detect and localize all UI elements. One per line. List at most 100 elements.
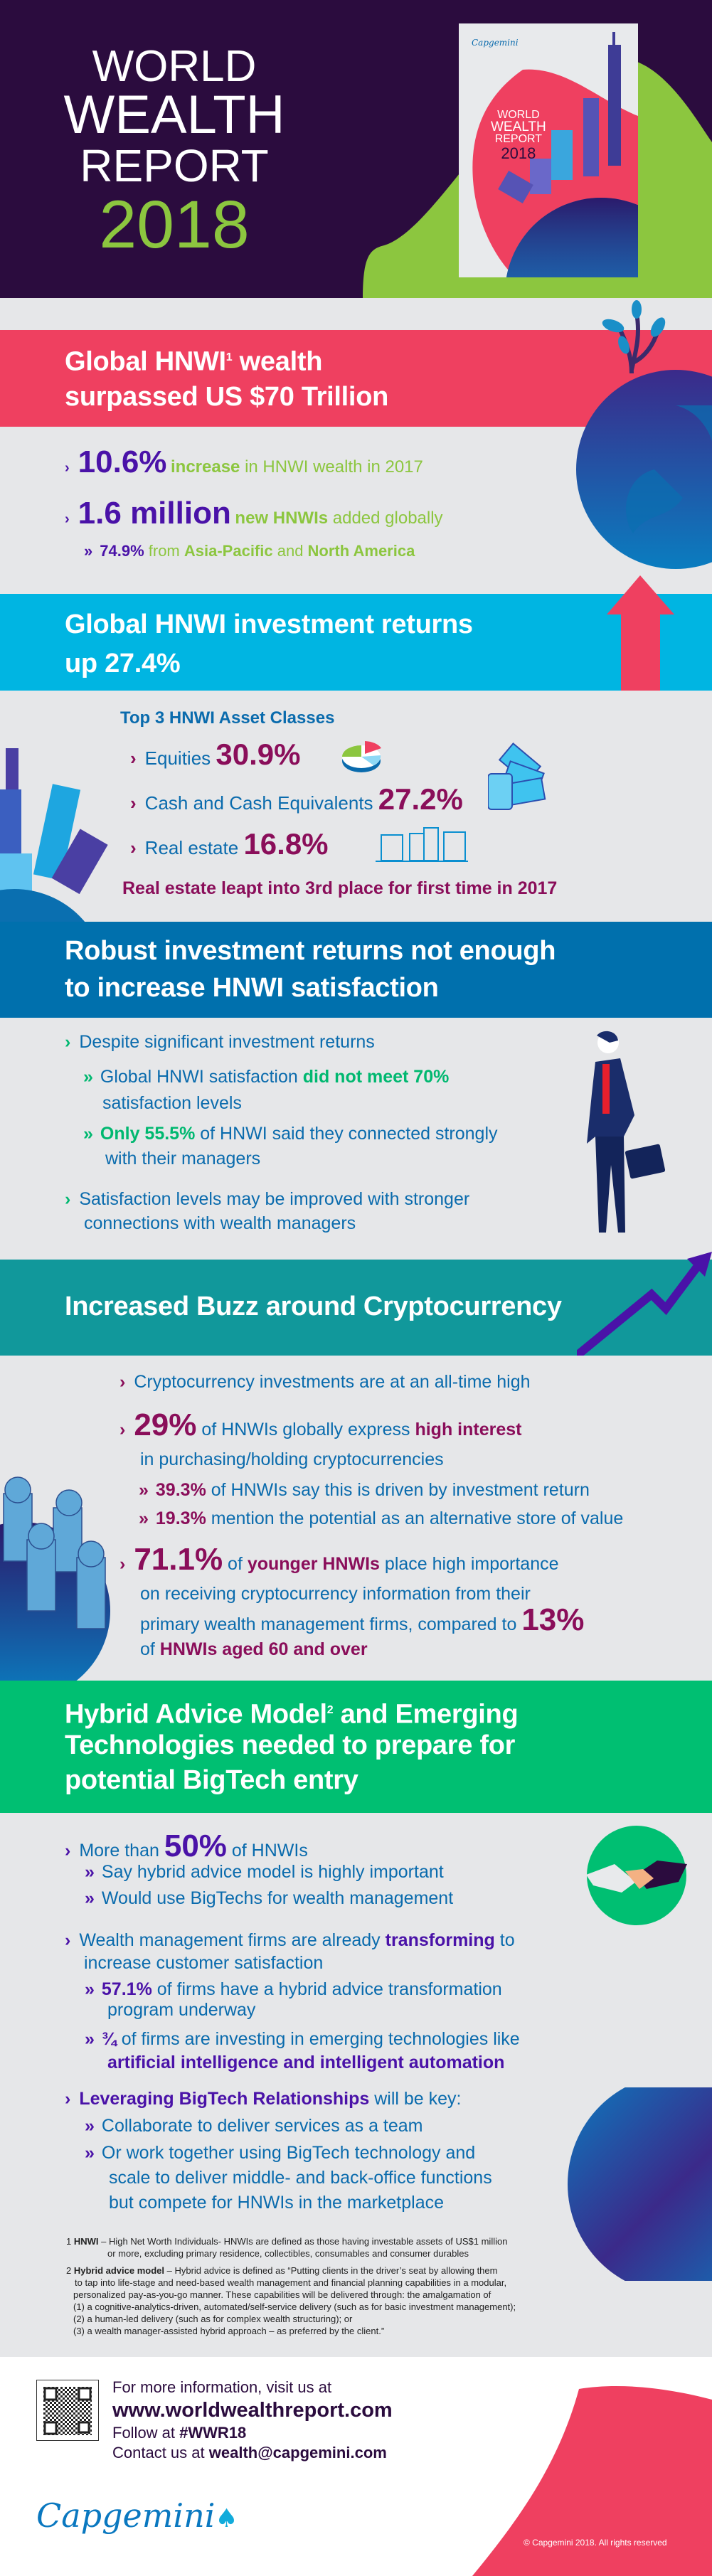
bullet-text: Cryptocurrency investments are at an all… [134,1372,531,1392]
bullet-71-line2: on receiving cryptocurrency information … [140,1584,531,1604]
double-chevron-icon: » [85,2143,95,2163]
bullet-text: Say hybrid advice model is highly import… [101,1862,444,1882]
stat-text: in HNWI wealth in 2017 [240,457,423,477]
asset-label: Real estate [144,837,239,858]
bullet-29-line2: in purchasing/holding cryptocurrencies [140,1449,444,1469]
double-chevron-icon: » [83,1067,93,1087]
double-chevron-icon: » [84,542,93,560]
section1-banner [0,330,712,427]
double-chevron-icon: » [85,1862,95,1882]
asset-classes-heading: Top 3 HNWI Asset Classes [120,708,335,728]
sub-19: » 19.3% mention the potential as an alter… [139,1508,623,1529]
sub-connected-line2: with their managers [105,1149,261,1169]
sub-three-quarters: » ¾ of firms are investing in emerging te… [85,2028,520,2050]
chevron-icon: › [65,2089,71,2109]
report-cover: Capgemini WORLD WEALTH REPORT 2018 [459,23,638,277]
sub-collaborate: » Collaborate to deliver services as a te… [85,2115,423,2136]
cover-title-line: REPORT [494,133,543,145]
bullet-text: of firms have a hybrid advice transforma… [152,1979,502,1999]
cover-title-line: WEALTH [491,119,546,134]
hashtag-link[interactable]: #WWR18 [179,2424,247,2442]
bullet-text: Despite significant investment returns [79,1032,375,1052]
copyright-text: © Capgemini 2018. All rights reserved [524,2538,667,2548]
contact-label: Contact us at [112,2444,209,2461]
asset-value: 16.8% [243,827,329,861]
bullet-bold: younger HNWIs [247,1554,380,1574]
footer-info-text: For more information, visit us at [112,2378,332,2396]
sub-connected: » Only 55.5% of HNWI said they connected … [83,1123,498,1144]
asset-label: Equities [144,747,211,769]
bullet-71-line4: of HNWIs aged 60 and over [140,1639,368,1660]
logo-text: Capgemini [36,2496,216,2535]
section2-banner [0,594,712,691]
bullet-text: Global HNWI satisfaction [100,1067,303,1087]
title-line-wealth: WEALTH [63,85,285,145]
stat-value: 74.9% [100,542,144,560]
title-text: Hybrid Advice Model [65,1699,327,1730]
bullet-transforming: › Wealth management firms are already tra… [65,1930,515,1951]
cover-illustration [472,32,638,277]
sub-work-together-line3: but compete for HNWIs in the marketplace [109,2193,445,2213]
stat-value: 57.1% [101,1979,152,1999]
bullet-text: place high importance [379,1554,559,1574]
footnotes: 1 HNWI – High Net Worth Individuals- HNW… [66,2235,516,2337]
bullet-improve-line2: connections with wealth managers [84,1213,356,1233]
bullet-text: primary wealth management firms, compare… [140,1614,522,1634]
spade-icon: ♠ [215,2504,238,2533]
website-link[interactable]: www.worldwealthreport.com [112,2399,393,2422]
globe-network-illustration [568,2087,712,2281]
bullet-text: Collaborate to deliver services as a tea… [101,2116,423,2136]
stat-value: 50% [164,1829,227,1863]
bullet-bold: Only 55.5% [100,1124,196,1144]
bullet-text: of HNWIs say this is driven by investmen… [211,1480,590,1500]
pink-blob-shape [472,2385,712,2576]
chevron-icon: › [119,1372,126,1392]
stat-text: and [272,542,308,560]
contact-line: Contact us at wealth@capgemini.com [112,2444,387,2462]
real-estate-note: Real estate leapt into 3rd place for fir… [122,878,558,898]
stat-regions: » 74.9% from Asia-Pacific and North Ameri… [84,542,415,560]
qr-code[interactable] [36,2380,99,2441]
buildings-icon [376,827,468,862]
stat-value: 19.3% [155,1508,206,1528]
bullet-leveraging: › Leveraging BigTech Relationships will b… [65,2088,462,2109]
asset-label: Cash and Cash Equivalents [144,792,373,814]
chevron-icon: › [65,1189,71,1209]
footnote-term: Hybrid advice model [73,2265,164,2276]
sub-work-together: » Or work together using BigTech technolo… [85,2142,475,2163]
stat-text: added globally [328,509,443,528]
section2-title-line1: Global HNWI investment returns [65,610,473,639]
asset-row-cash: › Cash and Cash Equivalents 27.2% [130,782,463,817]
email-link[interactable]: wealth@capgemini.com [208,2444,387,2461]
stat-value: ¾ [101,2029,117,2049]
title-text: Global HNWI [65,346,226,377]
footnote-text: to tap into life-stage and need-based we… [75,2277,507,2288]
chevron-icon: › [65,460,70,476]
double-chevron-icon: » [139,1480,149,1500]
bullet-text: of HNWIs globally express [196,1420,415,1439]
capgemini-logo[interactable]: Capgemini♠ [36,2496,238,2535]
bullet-bold: high interest [415,1420,522,1439]
up-arrow-icon [607,575,674,691]
bullet-text: of HNWI said they connected strongly [195,1124,498,1144]
chevron-icon: › [130,792,137,814]
asset-row-real-estate: › Real estate 16.8% [130,826,329,862]
title-line-report: REPORT [80,140,269,191]
follow-line: Follow at #WWR18 [112,2424,246,2442]
stat-value: 10.6% [78,445,167,479]
bullet-bold: HNWIs aged 60 and over [159,1639,368,1659]
section1-title: Global HNWI1 wealth [65,341,322,378]
bullet-crypto-high: › Cryptocurrency investments are at an al… [119,1371,531,1393]
stat-bold: North America [307,542,415,560]
sub-work-together-line2: scale to deliver middle- and back-office… [109,2168,492,2188]
footnote-text: – Hybrid advice is defined as “Putting c… [164,2265,498,2276]
bullet-text: of [223,1554,248,1574]
stat-wealth-increase: › 10.6% increase in HNWI wealth in 2017 [65,444,423,481]
double-chevron-icon: » [83,1124,93,1144]
chevron-icon: › [130,837,137,858]
bullet-text: of HNWIs [226,1841,308,1861]
bullet-bold: Leveraging BigTech Relationships [79,2089,370,2109]
sub-three-quarters-bold: artificial intelligence and intelligent … [107,2053,505,2072]
bullet-71-line3: primary wealth management firms, compare… [140,1602,584,1639]
bullet-bold: transforming [385,1930,495,1950]
